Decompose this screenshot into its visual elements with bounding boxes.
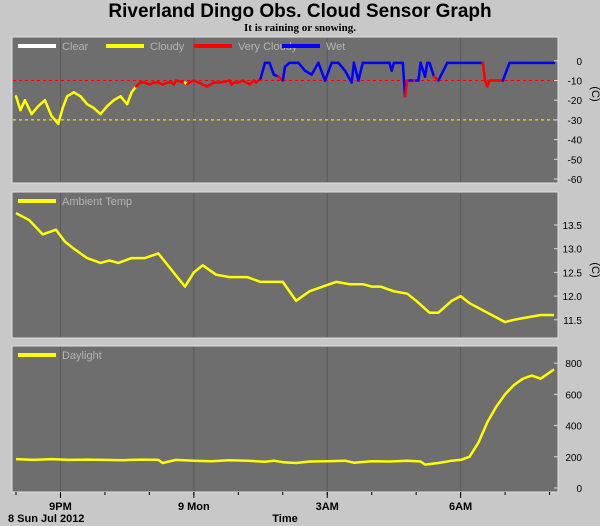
sky-temp-segment [310,61,320,76]
legend-label: Cloudy [150,41,185,53]
y-tick-label: 13.5 [563,221,583,232]
y-tick-label: 400 [565,422,582,433]
sky-temp-segment [437,61,449,82]
series-line [15,368,555,466]
weather-status: It is raining or snowing. [244,22,356,34]
legend-label: Clear [62,41,89,53]
sky-temp-segment [61,95,69,110]
y-tick-label: -40 [568,136,583,147]
y-tick-label: 13.0 [563,245,583,256]
ambient-temp-y-axis: 11.5 12.0 12.5 13.0 13.5 [554,221,582,327]
legend-label: Ambient Temp [62,196,132,208]
y-tick-label: -30 [568,116,583,127]
y-tick-label: -50 [568,155,583,166]
y-tick-label: 200 [565,453,582,464]
sky-temp-segment [30,104,40,116]
daylight-panel: 0 200 400 600 800 Daylight [11,345,582,495]
sky-temp-segment [205,81,216,88]
sky-temp-segment [43,98,53,118]
legend-label: Daylight [62,350,102,362]
sky-temp-segment [303,69,313,76]
sky-temp-segment [23,98,33,116]
sky-temp-segment [317,61,327,82]
daylight-y-axis: 0 200 400 600 800 [554,359,582,495]
page-title: Riverland Dingo Obs. Cloud Sensor Graph [108,1,492,22]
y-tick-label: -10 [568,77,583,88]
y-tick-label: -20 [568,96,583,107]
y-tick-label: 800 [565,359,582,370]
sky-temp-segment [297,61,307,72]
time-axis: 9PM 9 Mon 3AM 6AM [15,492,551,513]
y-tick-label: 600 [565,390,582,401]
daylight-grid [59,347,462,491]
sky-temp-segment [174,79,187,84]
legend-label: Wet [326,41,345,53]
sky-temp-segment [99,104,109,116]
sky-temp-segment [14,95,22,112]
sky-temp-segment [259,61,267,80]
x-tick-label: 9PM [49,501,72,513]
sky-temp-segment [428,61,436,78]
sky-temp-segment [357,61,365,82]
y-tick-label: 11.5 [563,316,582,327]
daylight-series [15,368,555,466]
sky-temp-segment [50,114,60,126]
sky-temp-segment [92,106,102,116]
sky-temp-segment [268,61,276,76]
sky-temp-segment [65,91,76,98]
sky-temp-panel: 0-10-20-30-40-50-60 Clear Cloudy Very Clou… [11,36,600,186]
sky-temp-segment [56,106,64,126]
sky-temp-segment [403,79,409,98]
sky-temp-segment [119,95,129,106]
sky-temp-grid [13,38,557,182]
sky-temp-segment [337,61,347,72]
ambient-temp-series [15,211,554,324]
sky-temp-y-label: (C) [589,86,600,101]
sky-temp-segment [501,61,511,82]
sky-temp-segment [125,91,133,106]
sky-temp-segment [19,98,27,112]
ambient-temp-y-label: (C) [589,262,600,277]
sky-temp-segment [323,61,333,82]
daylight-legend: Daylight [18,350,102,362]
x-tick-label: 3AM [316,501,339,513]
sky-temp-segment [79,95,89,106]
sky-temp-segment [390,61,396,72]
sky-temp-y-axis: 0 -10 -20 -30 -40 -50 -60 [554,57,582,186]
sky-temp-segment [85,102,96,110]
sky-temp-segment [105,98,116,108]
ambient-temp-panel: 11.5 12.0 12.5 13.0 13.5 Ambient Temp (C) [11,191,600,339]
sky-temp-segment [281,65,287,82]
sky-temp-segment [36,98,47,108]
sky-temp-segment [241,79,251,86]
sky-temp-segment [423,61,429,78]
y-tick-label: 12.5 [563,268,583,279]
sky-temp-plot-area [11,36,559,184]
y-tick-label: 0 [576,484,582,495]
ambient-temp-legend: Ambient Temp [18,196,132,208]
sky-temp-segment [481,61,487,82]
time-axis-label: Time [272,513,297,525]
sky-temp-legend: Clear Cloudy Very Cloudy Wet [18,41,345,53]
date-label: 8 Sun Jul 2012 [8,513,84,525]
ambient-temp-plot-area [11,191,559,339]
y-tick-label: 12.0 [563,292,583,303]
x-tick-label: 9 Mon [178,501,210,513]
sky-temp-segment [112,95,122,102]
daylight-plot-area [11,345,559,493]
y-tick-label: 0 [576,57,582,68]
sky-temp-series [14,61,556,126]
x-tick-label: 6AM [449,501,472,513]
series-line [15,211,554,324]
sky-temp-segment [417,61,422,82]
sky-temp-segment [343,69,353,84]
y-tick-label: -60 [568,175,583,186]
sky-temp-segment [72,91,82,98]
ambient-temp-grid [59,193,462,337]
sky-temp-segment [219,79,231,84]
sky-temp-segment [352,61,360,82]
